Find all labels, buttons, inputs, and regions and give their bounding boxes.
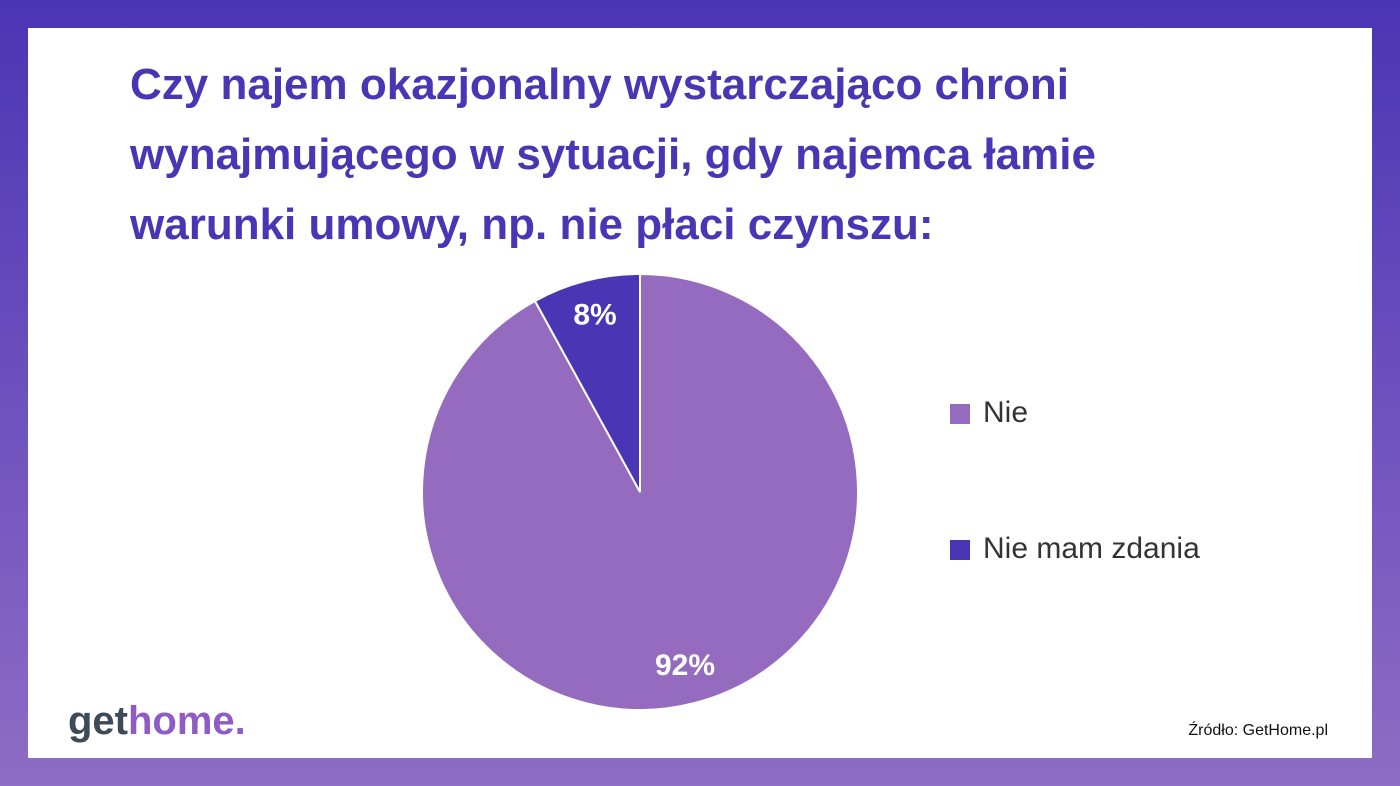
- legend-label: Nie: [983, 396, 1028, 429]
- data-label: 8%: [573, 299, 616, 332]
- pie-slice: [533, 272, 641, 493]
- logo-part: get: [68, 699, 128, 743]
- source: Źródło: GetHome.pl: [1188, 720, 1328, 739]
- legend-label: Nie mam zdania: [983, 532, 1200, 565]
- legend-swatch: [950, 404, 970, 424]
- chart-title: Czy najem okazjonalny wystarczająco chro…: [130, 60, 1096, 249]
- logo-part: home.: [128, 699, 246, 743]
- data-label: 92%: [655, 649, 715, 682]
- logo: gethome.: [68, 699, 246, 743]
- legend-swatch: [950, 540, 970, 560]
